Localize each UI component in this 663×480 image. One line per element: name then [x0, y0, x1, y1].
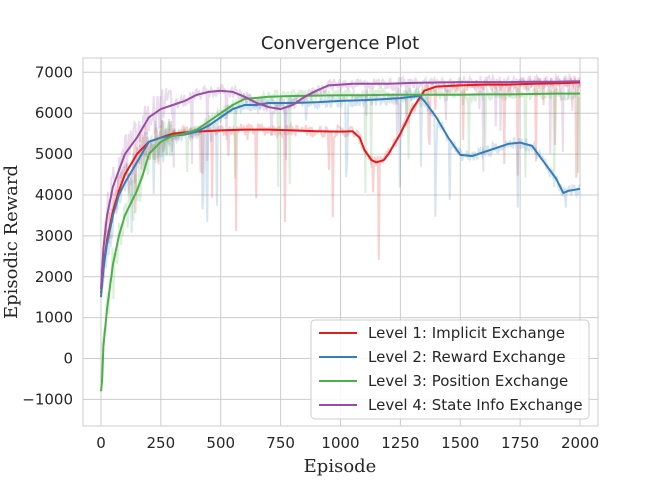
legend-label: Level 1: Implicit Exchange — [368, 324, 565, 342]
series-line-4 — [100, 80, 581, 290]
y-axis-label: Episodic Reward — [1, 165, 22, 319]
series-line-1 — [100, 81, 581, 294]
x-tick-label: 1750 — [501, 434, 539, 452]
y-tick-label: 3000 — [35, 227, 73, 245]
x-tick-labels: 0 250 500 750 1000 1250 1500 1750 2000 — [96, 434, 599, 452]
x-tick-label: 1250 — [381, 434, 419, 452]
x-tick-label: 2000 — [561, 434, 599, 452]
y-tick-label: 0 — [63, 350, 73, 368]
legend: Level 1: Implicit Exchange Level 2: Rewar… — [310, 319, 590, 420]
series-line-2 — [100, 95, 581, 298]
chart-title: Convergence Plot — [261, 33, 419, 54]
y-tick-label: 7000 — [35, 63, 73, 81]
x-tick-label: 750 — [266, 434, 295, 452]
raw-trace-4 — [100, 71, 581, 284]
x-axis-label: Episode — [304, 456, 377, 477]
x-tick-label: 500 — [206, 434, 235, 452]
x-tick-label: 1000 — [321, 434, 359, 452]
x-tick-label: 1500 — [441, 434, 479, 452]
legend-box — [310, 319, 590, 420]
legend-label: Level 4: State Info Exchange — [368, 396, 583, 414]
y-tick-labels: −1000 0 1000 2000 3000 4000 5000 6000 7000 — [22, 63, 73, 408]
y-tick-label: 6000 — [35, 104, 73, 122]
legend-label: Level 3: Position Exchange — [368, 372, 568, 390]
series-lines — [100, 80, 581, 392]
series-line-3 — [100, 92, 580, 392]
x-tick-label: 0 — [96, 434, 106, 452]
x-tick-label: 250 — [147, 434, 176, 452]
y-tick-label: 5000 — [35, 145, 73, 163]
legend-label: Level 2: Reward Exchange — [368, 348, 566, 366]
y-tick-label: 1000 — [35, 309, 73, 327]
y-tick-label: −1000 — [22, 390, 73, 408]
y-tick-label: 4000 — [35, 186, 73, 204]
y-tick-label: 2000 — [35, 268, 73, 286]
